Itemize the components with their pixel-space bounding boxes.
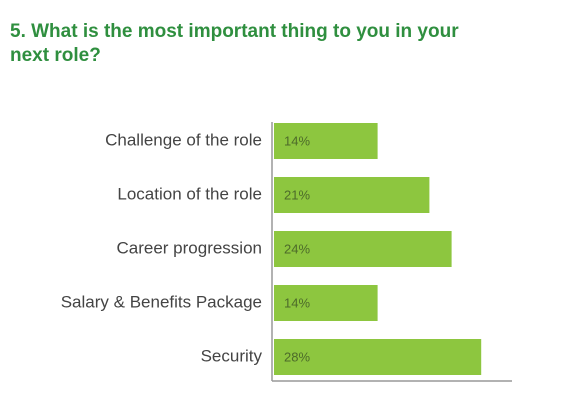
category-label: Challenge of the role xyxy=(105,130,262,149)
bar xyxy=(274,123,378,159)
category-label: Salary & Benefits Package xyxy=(61,292,262,311)
chart-title: 5. What is the most important thing to y… xyxy=(10,21,459,66)
value-label: 28% xyxy=(284,349,310,364)
category-label: Security xyxy=(201,346,263,365)
bar xyxy=(274,231,452,267)
value-label: 14% xyxy=(284,133,310,148)
value-label: 24% xyxy=(284,241,310,256)
category-label: Career progression xyxy=(116,238,262,257)
bar xyxy=(274,339,482,375)
category-label: Location of the role xyxy=(117,184,262,203)
value-label: 21% xyxy=(284,187,310,202)
bar xyxy=(274,285,378,321)
bar xyxy=(274,177,430,213)
value-label: 14% xyxy=(284,295,310,310)
